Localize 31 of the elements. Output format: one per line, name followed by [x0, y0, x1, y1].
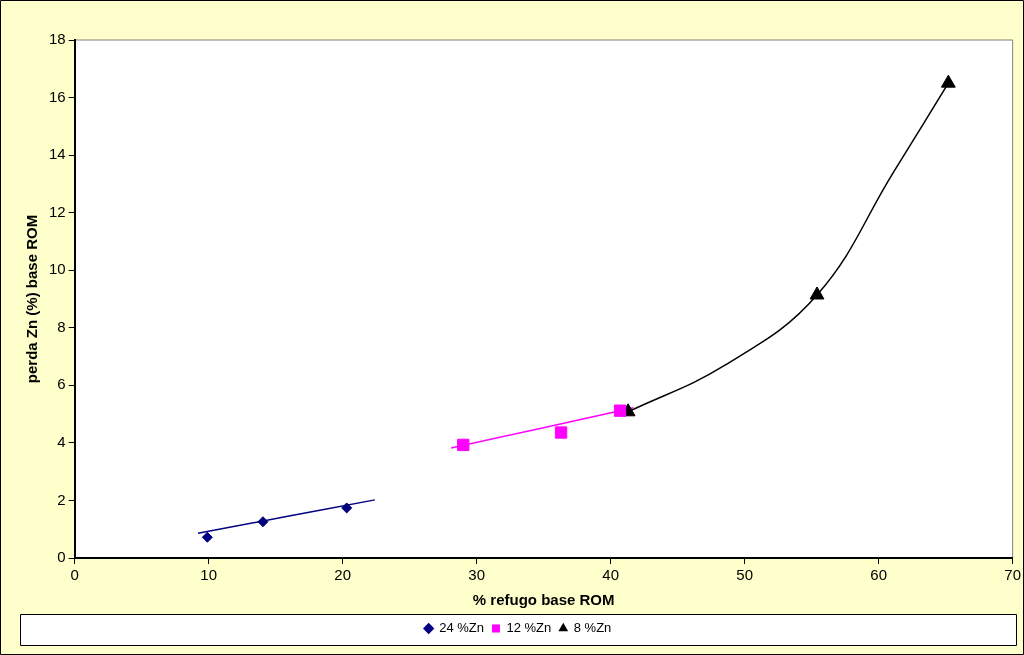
x-tick-label: 60: [870, 566, 888, 584]
y-tick-label: 18: [49, 30, 66, 48]
point: [613, 404, 627, 417]
x-tick-label: 40: [602, 566, 620, 584]
y-tick-label: 0: [57, 548, 66, 566]
x-tick-label: 0: [70, 566, 79, 584]
y-tick-label: 10: [49, 260, 66, 278]
x-tick-label: 70: [1004, 566, 1021, 584]
x-tick-label: 50: [736, 566, 754, 584]
point: [809, 286, 825, 300]
x-tick-label: 10: [200, 566, 218, 584]
y-tick-label: 16: [49, 87, 66, 105]
y-tick-label: 2: [57, 490, 66, 508]
x-tick-label: 30: [468, 566, 486, 584]
point: [554, 426, 568, 439]
point: [457, 438, 470, 452]
point: [940, 74, 956, 88]
point: [341, 502, 353, 514]
y-tick-label: 12: [49, 202, 66, 220]
y-tick-label: 6: [57, 375, 66, 393]
x-axis-title: % refugo base ROM: [472, 591, 615, 609]
legend-label: 12 %Zn: [506, 620, 552, 636]
point: [201, 531, 213, 543]
y-tick-label: 8: [57, 317, 66, 335]
point: [257, 516, 269, 528]
y-tick-label: 14: [49, 145, 66, 163]
y-tick-label: 4: [57, 433, 66, 451]
legend-label: 8 %Zn: [573, 620, 612, 636]
legend-label: 24 %Zn: [439, 620, 484, 636]
y-axis-title: perda Zn (%) base ROM: [23, 214, 41, 384]
x-tick-label: 20: [334, 566, 352, 584]
